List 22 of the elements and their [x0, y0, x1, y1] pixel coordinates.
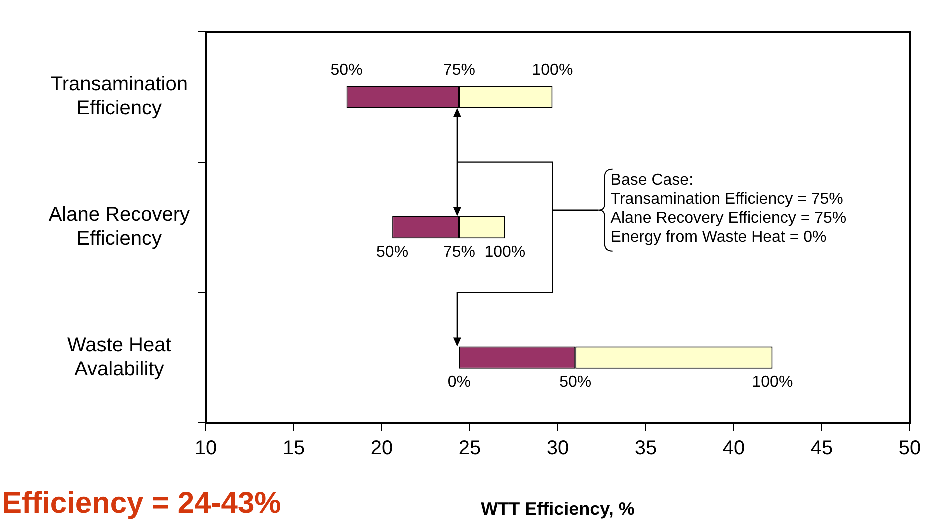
- x-tick-label: 45: [810, 438, 834, 460]
- annotation: 50%: [376, 244, 409, 262]
- x-tick-label: 10: [194, 438, 218, 460]
- y-tick-label: Alane Recovery Efficiency: [48, 204, 190, 250]
- text: Efficiency = 24-43%: [2, 487, 282, 521]
- x-tick-label: 20: [370, 438, 394, 460]
- x-tick-label: 40: [722, 438, 746, 460]
- annotation: 0%: [448, 374, 471, 392]
- annotation: 100%: [532, 62, 574, 80]
- annotation: 100%: [752, 374, 794, 392]
- annotation: 75%: [443, 62, 476, 80]
- y-tick-label: Transamination Efficiency: [50, 74, 188, 120]
- x-tick-label: 15: [282, 438, 306, 460]
- x-tick-label: 25: [458, 438, 482, 460]
- annotation: 50%: [560, 374, 592, 392]
- x-axis-title: WTT Efficiency, %: [481, 499, 635, 520]
- x-tick-label: 35: [634, 438, 658, 460]
- y-tick-label: Waste Heat Avalability: [68, 334, 172, 380]
- x-tick-label: 30: [546, 438, 570, 460]
- annotation: Base Case: Transamination Efficiency = 75% Alane Recovery Efficiency = 75% Energy from Waste Heat = 0%: [610, 171, 847, 248]
- annotation: 50%: [330, 62, 363, 80]
- x-tick-label: 50: [898, 438, 922, 460]
